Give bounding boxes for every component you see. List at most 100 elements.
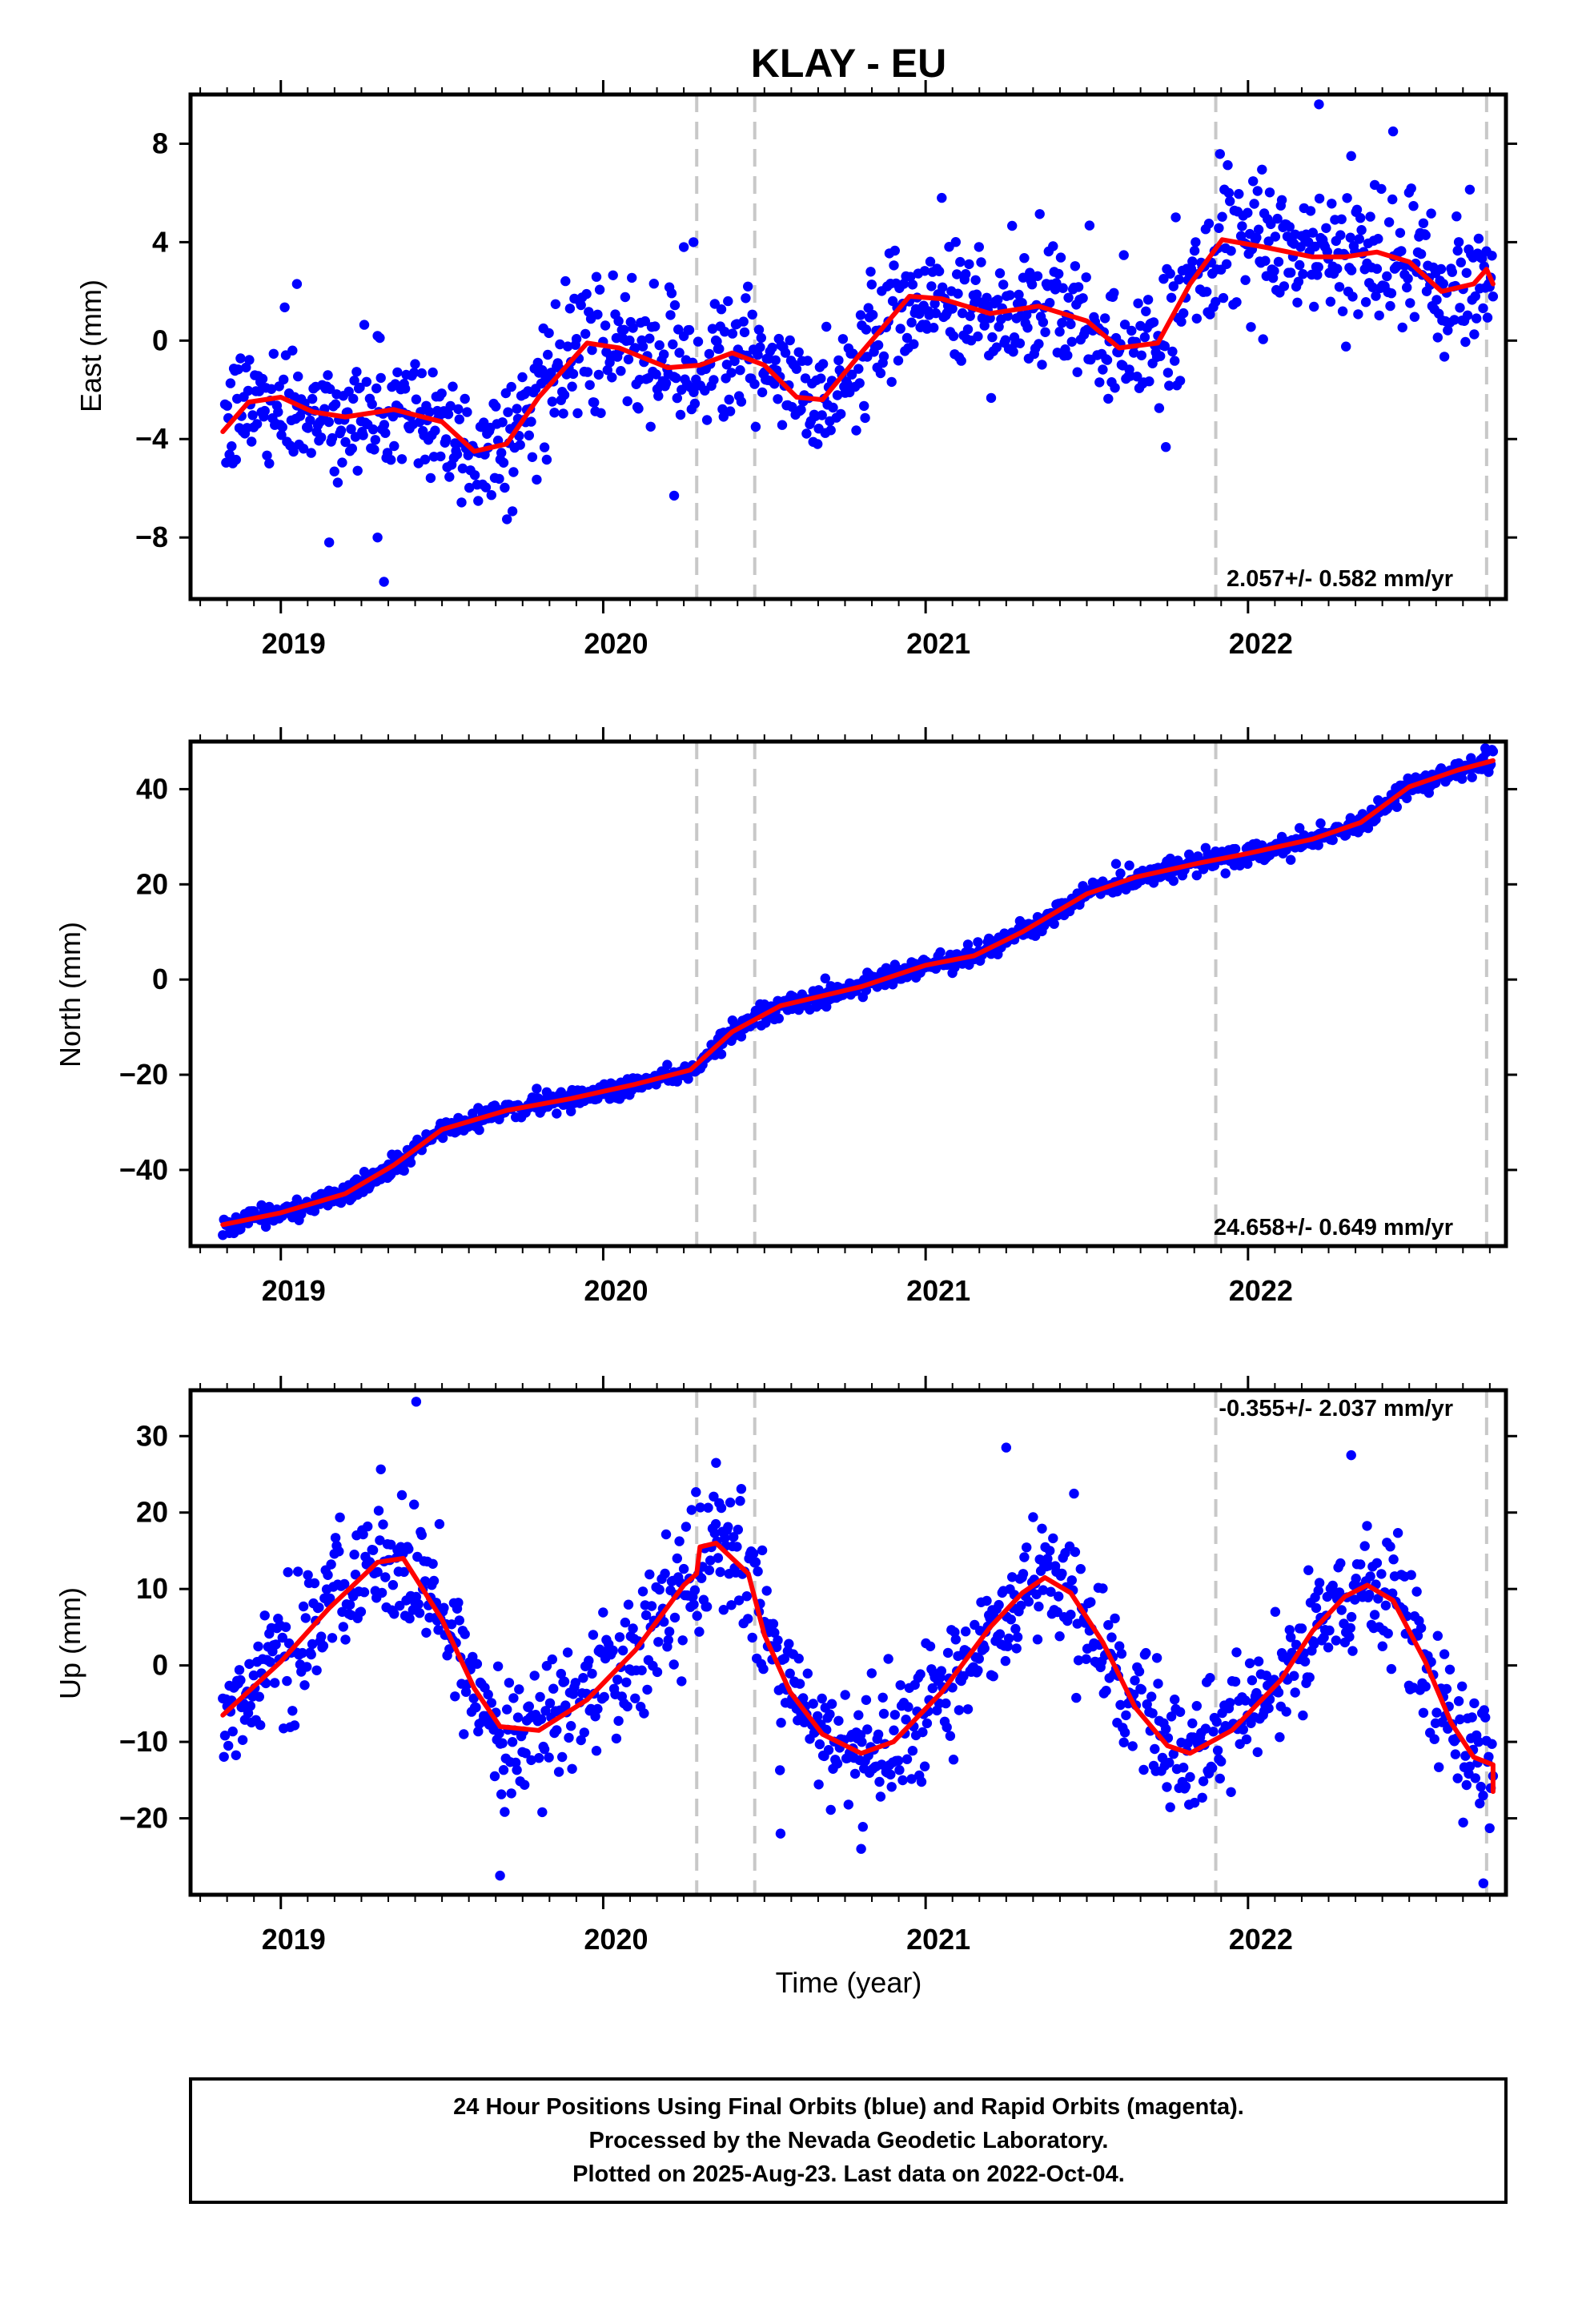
up-point [524,1701,534,1711]
east-point [411,394,422,404]
north-point [291,1194,302,1204]
east-point [1162,368,1174,378]
up-point [784,1638,794,1649]
up-point [1244,1658,1255,1669]
up-point [386,1539,396,1550]
north-fit-curve [220,758,1496,1228]
up-point [741,1591,752,1602]
east-y-tick-label: −4 [135,422,168,455]
east-point [1063,292,1074,303]
east-point [1102,355,1113,365]
up-point [349,1550,359,1560]
east-point [1443,325,1453,336]
up-point [1174,1707,1186,1717]
up-point [1439,1649,1450,1659]
up-point [1189,1797,1200,1808]
up-point [318,1641,329,1651]
east-point [720,327,730,337]
east-point [247,436,257,447]
up-point [471,1702,481,1713]
east-point [1251,232,1262,243]
east-point [1132,372,1142,382]
east-point [452,449,463,460]
east-point [544,328,554,339]
up-point [664,1626,675,1637]
up-point [729,1532,739,1542]
up-point [705,1555,716,1566]
up-point [1406,1570,1416,1580]
east-point [1420,230,1431,240]
footer-frame [189,2077,1508,2204]
east-point [791,364,802,374]
up-point [674,1536,685,1546]
up-point [628,1623,638,1634]
north-point [552,1108,562,1119]
up-point [340,1634,351,1645]
up-point [559,1676,570,1687]
up-point [297,1647,307,1659]
east-point [833,355,844,366]
up-point [695,1502,705,1513]
east-point [1240,275,1251,285]
east-point [298,444,309,454]
east-point [591,271,602,282]
east-point [1367,282,1378,292]
east-point [602,364,612,376]
up-point [541,1661,552,1671]
east-point [961,269,971,279]
up-point [639,1708,649,1719]
up-point [1170,1695,1180,1705]
east-point [1307,227,1319,238]
east-point [332,477,343,488]
up-point [428,1575,440,1586]
east-point [725,406,736,416]
up-point [889,1725,899,1735]
up-point [254,1691,264,1702]
east-point [619,324,629,335]
up-point [570,1678,580,1688]
up-point [1231,1647,1242,1658]
up-point [833,1715,844,1726]
east-point [756,332,766,344]
up-point [1386,1663,1397,1675]
up-point [1032,1634,1043,1645]
east-point [346,424,356,434]
east-point [777,420,788,430]
east-point [508,467,519,477]
east-point [637,341,648,352]
up-point [1012,1632,1023,1642]
up-point [557,1751,568,1763]
up-point [219,1751,229,1762]
east-point [244,355,255,365]
east-point [953,288,963,299]
east-point [1211,296,1221,308]
east-point [227,441,237,452]
north-point [437,1132,448,1144]
east-point [1055,252,1066,263]
east-point [1257,164,1267,175]
east-point [1022,323,1033,333]
up-point [761,1586,772,1596]
up-point [1432,1630,1443,1641]
up-point [825,1804,836,1815]
up-point [1336,1605,1347,1615]
footer-line-1: 24 Hour Positions Using Final Orbits (bl… [453,2094,1244,2120]
east-point [1382,271,1392,282]
north-point [962,939,974,950]
up-point [1066,1610,1076,1620]
east-point [1178,308,1189,319]
up-point [316,1631,327,1642]
east-point [558,408,568,419]
east-point [262,450,272,460]
up-point [1023,1596,1034,1607]
up-point [1429,1734,1439,1744]
up-point [1331,1635,1342,1646]
east-point [906,317,917,328]
east-point [909,339,919,349]
up-point [489,1771,500,1782]
up-point [608,1645,618,1656]
up-point [512,1712,524,1723]
up-point [862,1724,873,1735]
east-point [836,408,846,420]
up-point [1469,1698,1480,1709]
